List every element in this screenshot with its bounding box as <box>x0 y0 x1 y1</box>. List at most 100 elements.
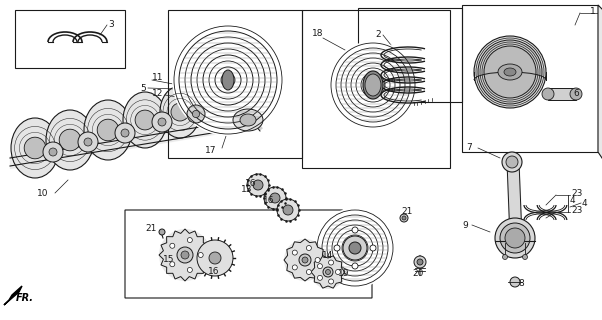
Text: 23: 23 <box>571 188 582 197</box>
Circle shape <box>284 239 326 281</box>
Circle shape <box>506 156 518 168</box>
Polygon shape <box>159 229 211 281</box>
Text: 23: 23 <box>571 205 582 214</box>
Circle shape <box>402 216 406 220</box>
Circle shape <box>502 152 522 172</box>
Circle shape <box>302 257 308 263</box>
Bar <box>548 88 576 100</box>
Circle shape <box>329 260 334 265</box>
Ellipse shape <box>570 88 582 100</box>
Text: 5: 5 <box>140 84 146 92</box>
Text: 20: 20 <box>412 269 423 278</box>
Circle shape <box>270 193 280 203</box>
Circle shape <box>253 180 263 190</box>
Circle shape <box>293 250 297 255</box>
Text: 13: 13 <box>241 185 252 194</box>
Circle shape <box>417 259 423 265</box>
Circle shape <box>172 24 284 136</box>
Circle shape <box>315 208 395 288</box>
Circle shape <box>84 138 92 146</box>
Circle shape <box>159 229 211 281</box>
Circle shape <box>311 255 345 289</box>
Ellipse shape <box>240 114 256 126</box>
Polygon shape <box>507 162 522 238</box>
Text: 19: 19 <box>338 269 350 278</box>
Circle shape <box>197 240 233 276</box>
Circle shape <box>523 254 527 260</box>
Text: 18: 18 <box>312 28 323 37</box>
Circle shape <box>187 105 205 123</box>
Text: 2: 2 <box>376 29 381 38</box>
Text: 12: 12 <box>152 89 163 98</box>
Text: FR.: FR. <box>16 293 34 303</box>
Text: 4: 4 <box>582 198 588 207</box>
Text: 1: 1 <box>590 6 596 15</box>
Circle shape <box>495 218 535 258</box>
Circle shape <box>277 199 299 221</box>
Text: 6: 6 <box>573 89 579 98</box>
Polygon shape <box>4 286 22 305</box>
Text: 9: 9 <box>462 220 468 229</box>
Circle shape <box>43 142 63 162</box>
Circle shape <box>158 118 166 126</box>
Circle shape <box>352 227 358 233</box>
Circle shape <box>335 269 341 275</box>
Circle shape <box>198 252 203 258</box>
Circle shape <box>329 41 417 129</box>
Ellipse shape <box>363 71 383 99</box>
Circle shape <box>503 254 507 260</box>
Circle shape <box>187 268 193 272</box>
Ellipse shape <box>504 68 516 76</box>
Text: 15: 15 <box>163 255 175 265</box>
Circle shape <box>500 223 530 253</box>
Circle shape <box>478 40 542 104</box>
Ellipse shape <box>46 110 94 170</box>
Ellipse shape <box>222 70 234 90</box>
Circle shape <box>193 110 200 118</box>
Circle shape <box>400 214 408 222</box>
Ellipse shape <box>123 92 167 148</box>
Circle shape <box>306 269 311 275</box>
Text: 14: 14 <box>322 252 334 260</box>
Circle shape <box>24 137 46 159</box>
Circle shape <box>317 264 323 269</box>
Circle shape <box>159 229 165 235</box>
Circle shape <box>78 132 98 152</box>
Ellipse shape <box>233 109 263 131</box>
Text: 8: 8 <box>518 279 524 289</box>
Circle shape <box>484 46 536 98</box>
Circle shape <box>59 129 81 151</box>
Circle shape <box>299 254 311 266</box>
Circle shape <box>187 237 193 243</box>
Circle shape <box>49 148 57 156</box>
Circle shape <box>326 269 330 275</box>
Circle shape <box>115 123 135 143</box>
Circle shape <box>370 245 376 251</box>
Circle shape <box>315 258 320 262</box>
Circle shape <box>121 129 129 137</box>
Circle shape <box>510 277 520 287</box>
Circle shape <box>317 275 323 280</box>
Circle shape <box>505 228 525 248</box>
Ellipse shape <box>365 74 381 96</box>
Circle shape <box>135 110 155 130</box>
Circle shape <box>474 36 546 108</box>
Circle shape <box>177 247 193 263</box>
Text: 7: 7 <box>467 142 472 151</box>
Circle shape <box>181 251 189 259</box>
Ellipse shape <box>498 64 522 80</box>
Text: 16: 16 <box>245 179 256 188</box>
Polygon shape <box>311 256 345 288</box>
Circle shape <box>334 245 340 251</box>
Ellipse shape <box>84 100 132 160</box>
Circle shape <box>170 243 175 248</box>
Text: 21: 21 <box>401 206 412 215</box>
Polygon shape <box>284 239 326 281</box>
Text: 16: 16 <box>263 196 275 204</box>
Text: 4: 4 <box>570 196 576 204</box>
Circle shape <box>343 236 367 260</box>
Circle shape <box>171 103 189 121</box>
Text: 10: 10 <box>37 188 48 197</box>
Ellipse shape <box>542 88 554 100</box>
Polygon shape <box>598 5 602 167</box>
